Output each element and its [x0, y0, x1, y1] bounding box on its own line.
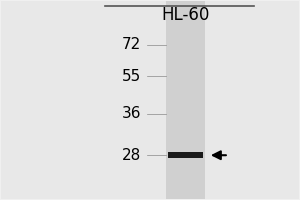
Text: 36: 36 — [122, 106, 141, 121]
Text: 72: 72 — [122, 37, 141, 52]
Bar — [166, 1, 205, 199]
Text: 28: 28 — [122, 148, 141, 163]
Text: 55: 55 — [122, 69, 141, 84]
Bar — [168, 152, 203, 158]
Text: HL-60: HL-60 — [161, 6, 210, 24]
